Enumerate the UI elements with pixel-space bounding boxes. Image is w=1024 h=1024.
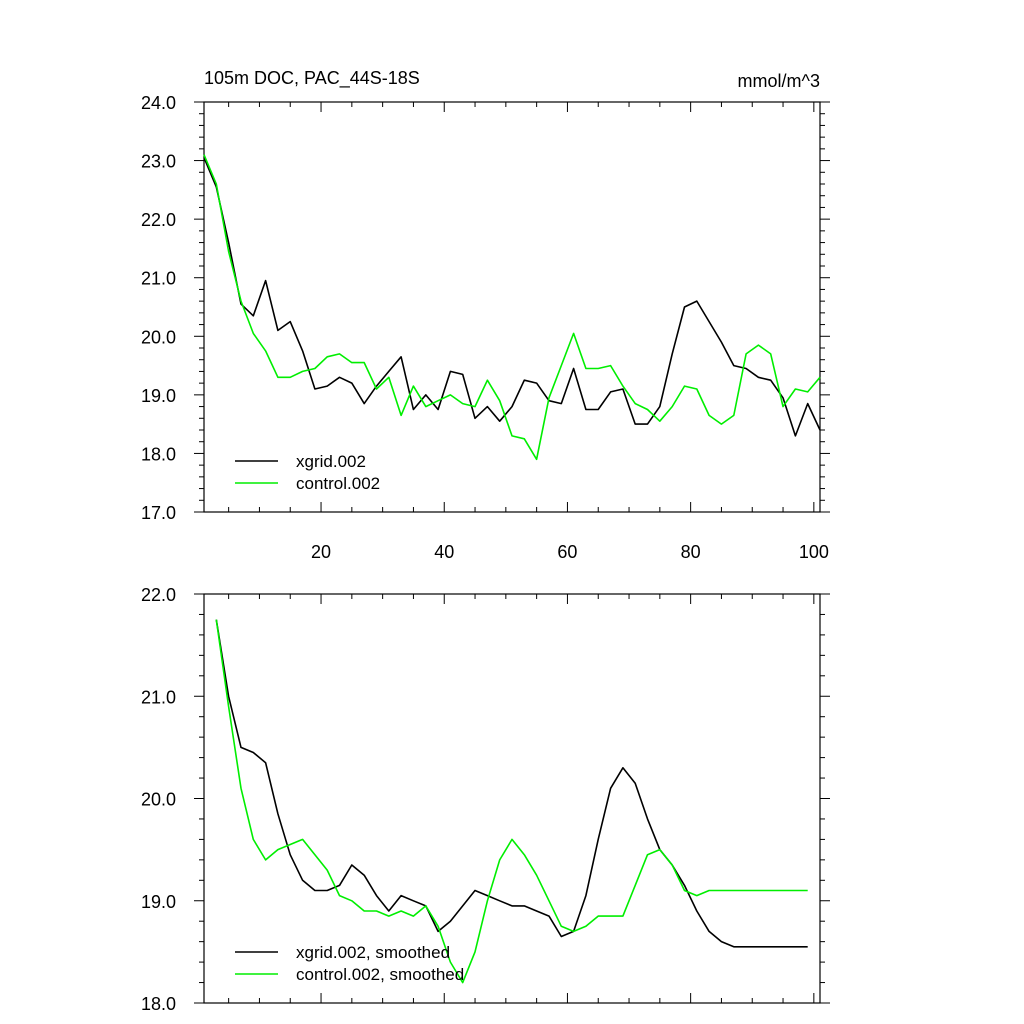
x-tick-label: 80 [681, 542, 701, 562]
x-tick-label: 40 [434, 542, 454, 562]
plot-frame [203, 101, 821, 513]
y-tick-label: 24.0 [141, 93, 176, 113]
y-tick-label: 20.0 [141, 327, 176, 347]
series-line-control [203, 154, 821, 461]
y-tick-label: 21.0 [141, 269, 176, 289]
panel-bottom: 18.0 19.0 20.0 21.0 22.0 xgrid.002, smoothed c… [141, 585, 830, 1014]
units-label: mmol/m^3 [738, 71, 820, 91]
legend-label: xgrid.002, smoothed [296, 943, 450, 962]
y-tick-label: 21.0 [141, 687, 176, 707]
y-tick-label: 20.0 [141, 790, 176, 810]
y-tick-label: 18.0 [141, 444, 176, 464]
legend-label: xgrid.002 [296, 452, 366, 471]
y-tick-label: 19.0 [141, 892, 176, 912]
x-tick-label: 60 [557, 542, 577, 562]
series-line-xgrid [215, 619, 808, 948]
y-tick-label: 22.0 [141, 210, 176, 230]
y-tick-label: 23.0 [141, 152, 176, 172]
plot-frame [203, 593, 821, 1004]
y-tick-label: 17.0 [141, 503, 176, 523]
x-tick-label: 100 [799, 542, 829, 562]
y-tick-label: 22.0 [141, 585, 176, 605]
series-line-control [215, 619, 808, 984]
legend-label: control.002 [296, 474, 380, 493]
legend-label: control.002, smoothed [296, 965, 464, 984]
y-tick-label: 18.0 [141, 994, 176, 1014]
panel-top: 20 40 60 80 100 17.0 18.0 19.0 20.0 21.0 22.0 23.0 2… [141, 68, 830, 562]
chart-title: 105m DOC, PAC_44S-18S [204, 68, 420, 89]
x-tick-label: 20 [311, 542, 331, 562]
y-tick-label: 19.0 [141, 386, 176, 406]
series-line-xgrid [203, 157, 821, 437]
